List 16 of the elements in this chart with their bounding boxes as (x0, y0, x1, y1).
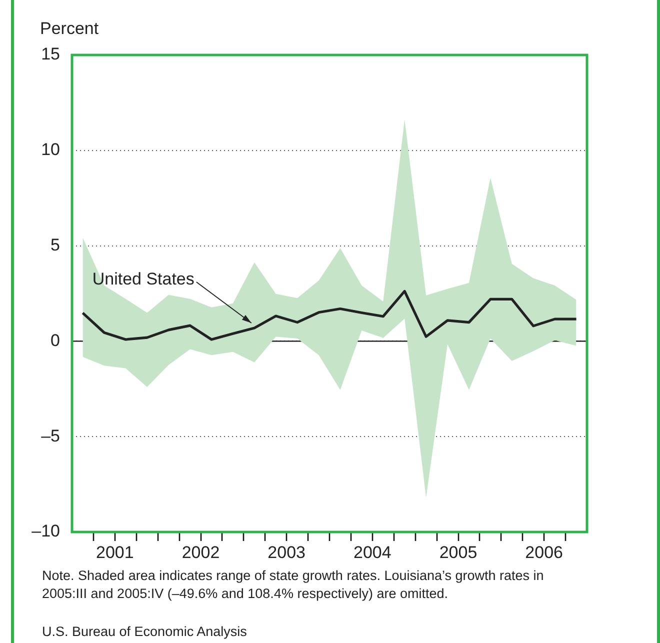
y-tick-label: –10 (32, 522, 60, 541)
text: Note. Shaded area indicates range of state growth rates. Louisiana’s growth rates in 2005:III and 2005:IV (–49.6% and 108.4% respectively) are omitted. (42, 567, 545, 603)
y-axis-title: Percent (40, 19, 99, 38)
x-tick-label: 2006 (525, 542, 563, 562)
x-tick-label: 2004 (354, 542, 392, 562)
y-tick-label: –5 (41, 426, 60, 446)
x-tick-label: 2003 (268, 542, 306, 562)
x-tick-label: 2001 (96, 542, 134, 562)
x-tick-label: 2005 (439, 542, 478, 562)
y-tick-label: 15 (41, 44, 60, 64)
series-label: United States (92, 270, 194, 289)
y-tick-label: 0 (50, 330, 60, 350)
y-tick-label: 5 (50, 235, 60, 254)
x-tick-label: 2002 (182, 542, 220, 562)
y-tick-label: 10 (41, 140, 60, 160)
text: U.S. Bureau of Economic Analysis (42, 623, 248, 641)
